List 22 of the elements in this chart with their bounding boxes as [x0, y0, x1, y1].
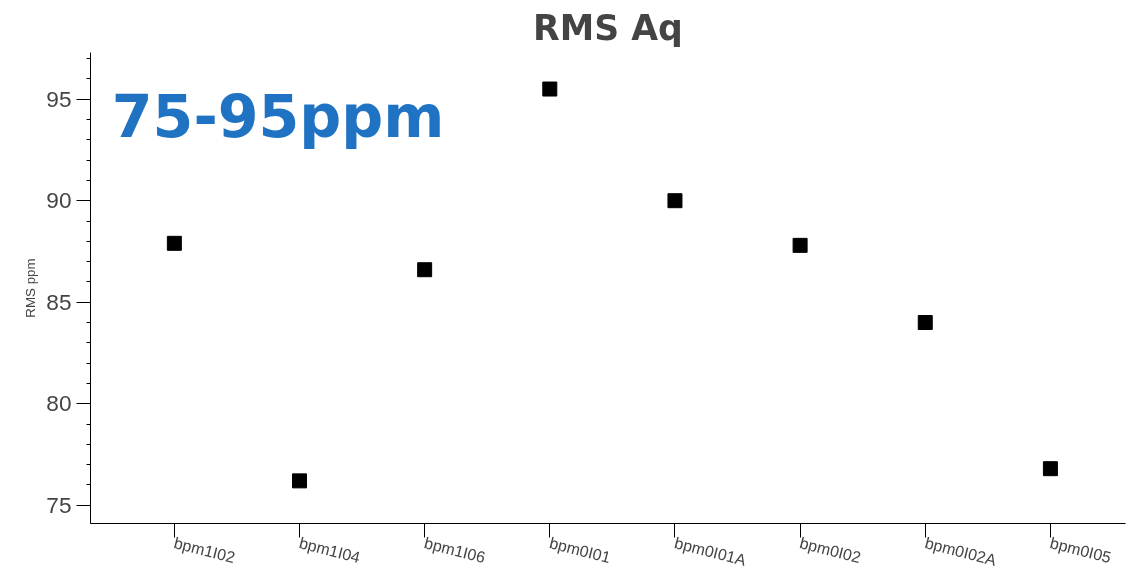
- x-tick-label: bpm1I06: [422, 534, 488, 567]
- y-tick-label: 85: [46, 288, 72, 315]
- chart-title: RMS Aq: [533, 7, 683, 48]
- x-tick-label: bpm1I02: [172, 534, 237, 567]
- point: [417, 262, 433, 278]
- y-axis-title: RMS ppm: [23, 258, 39, 318]
- x-tick-label: bpm0I05: [1048, 534, 1113, 567]
- x-tick-label: bpm0I01: [547, 534, 613, 567]
- y-tick-label: 80: [46, 390, 72, 417]
- point: [542, 81, 558, 97]
- y-tick-label: 75: [46, 491, 72, 518]
- point: [917, 315, 933, 331]
- point: [792, 237, 808, 253]
- point: [1042, 461, 1058, 477]
- y-tick-label: 90: [46, 187, 72, 214]
- point: [166, 235, 182, 251]
- x-tick-label: bpm0I02: [798, 534, 863, 567]
- annotation: 75-95ppm: [111, 82, 445, 151]
- x-tick-label: bpm1I04: [297, 534, 363, 567]
- point: [667, 193, 683, 209]
- y-tick-label: 95: [46, 85, 72, 112]
- point: [292, 473, 307, 489]
